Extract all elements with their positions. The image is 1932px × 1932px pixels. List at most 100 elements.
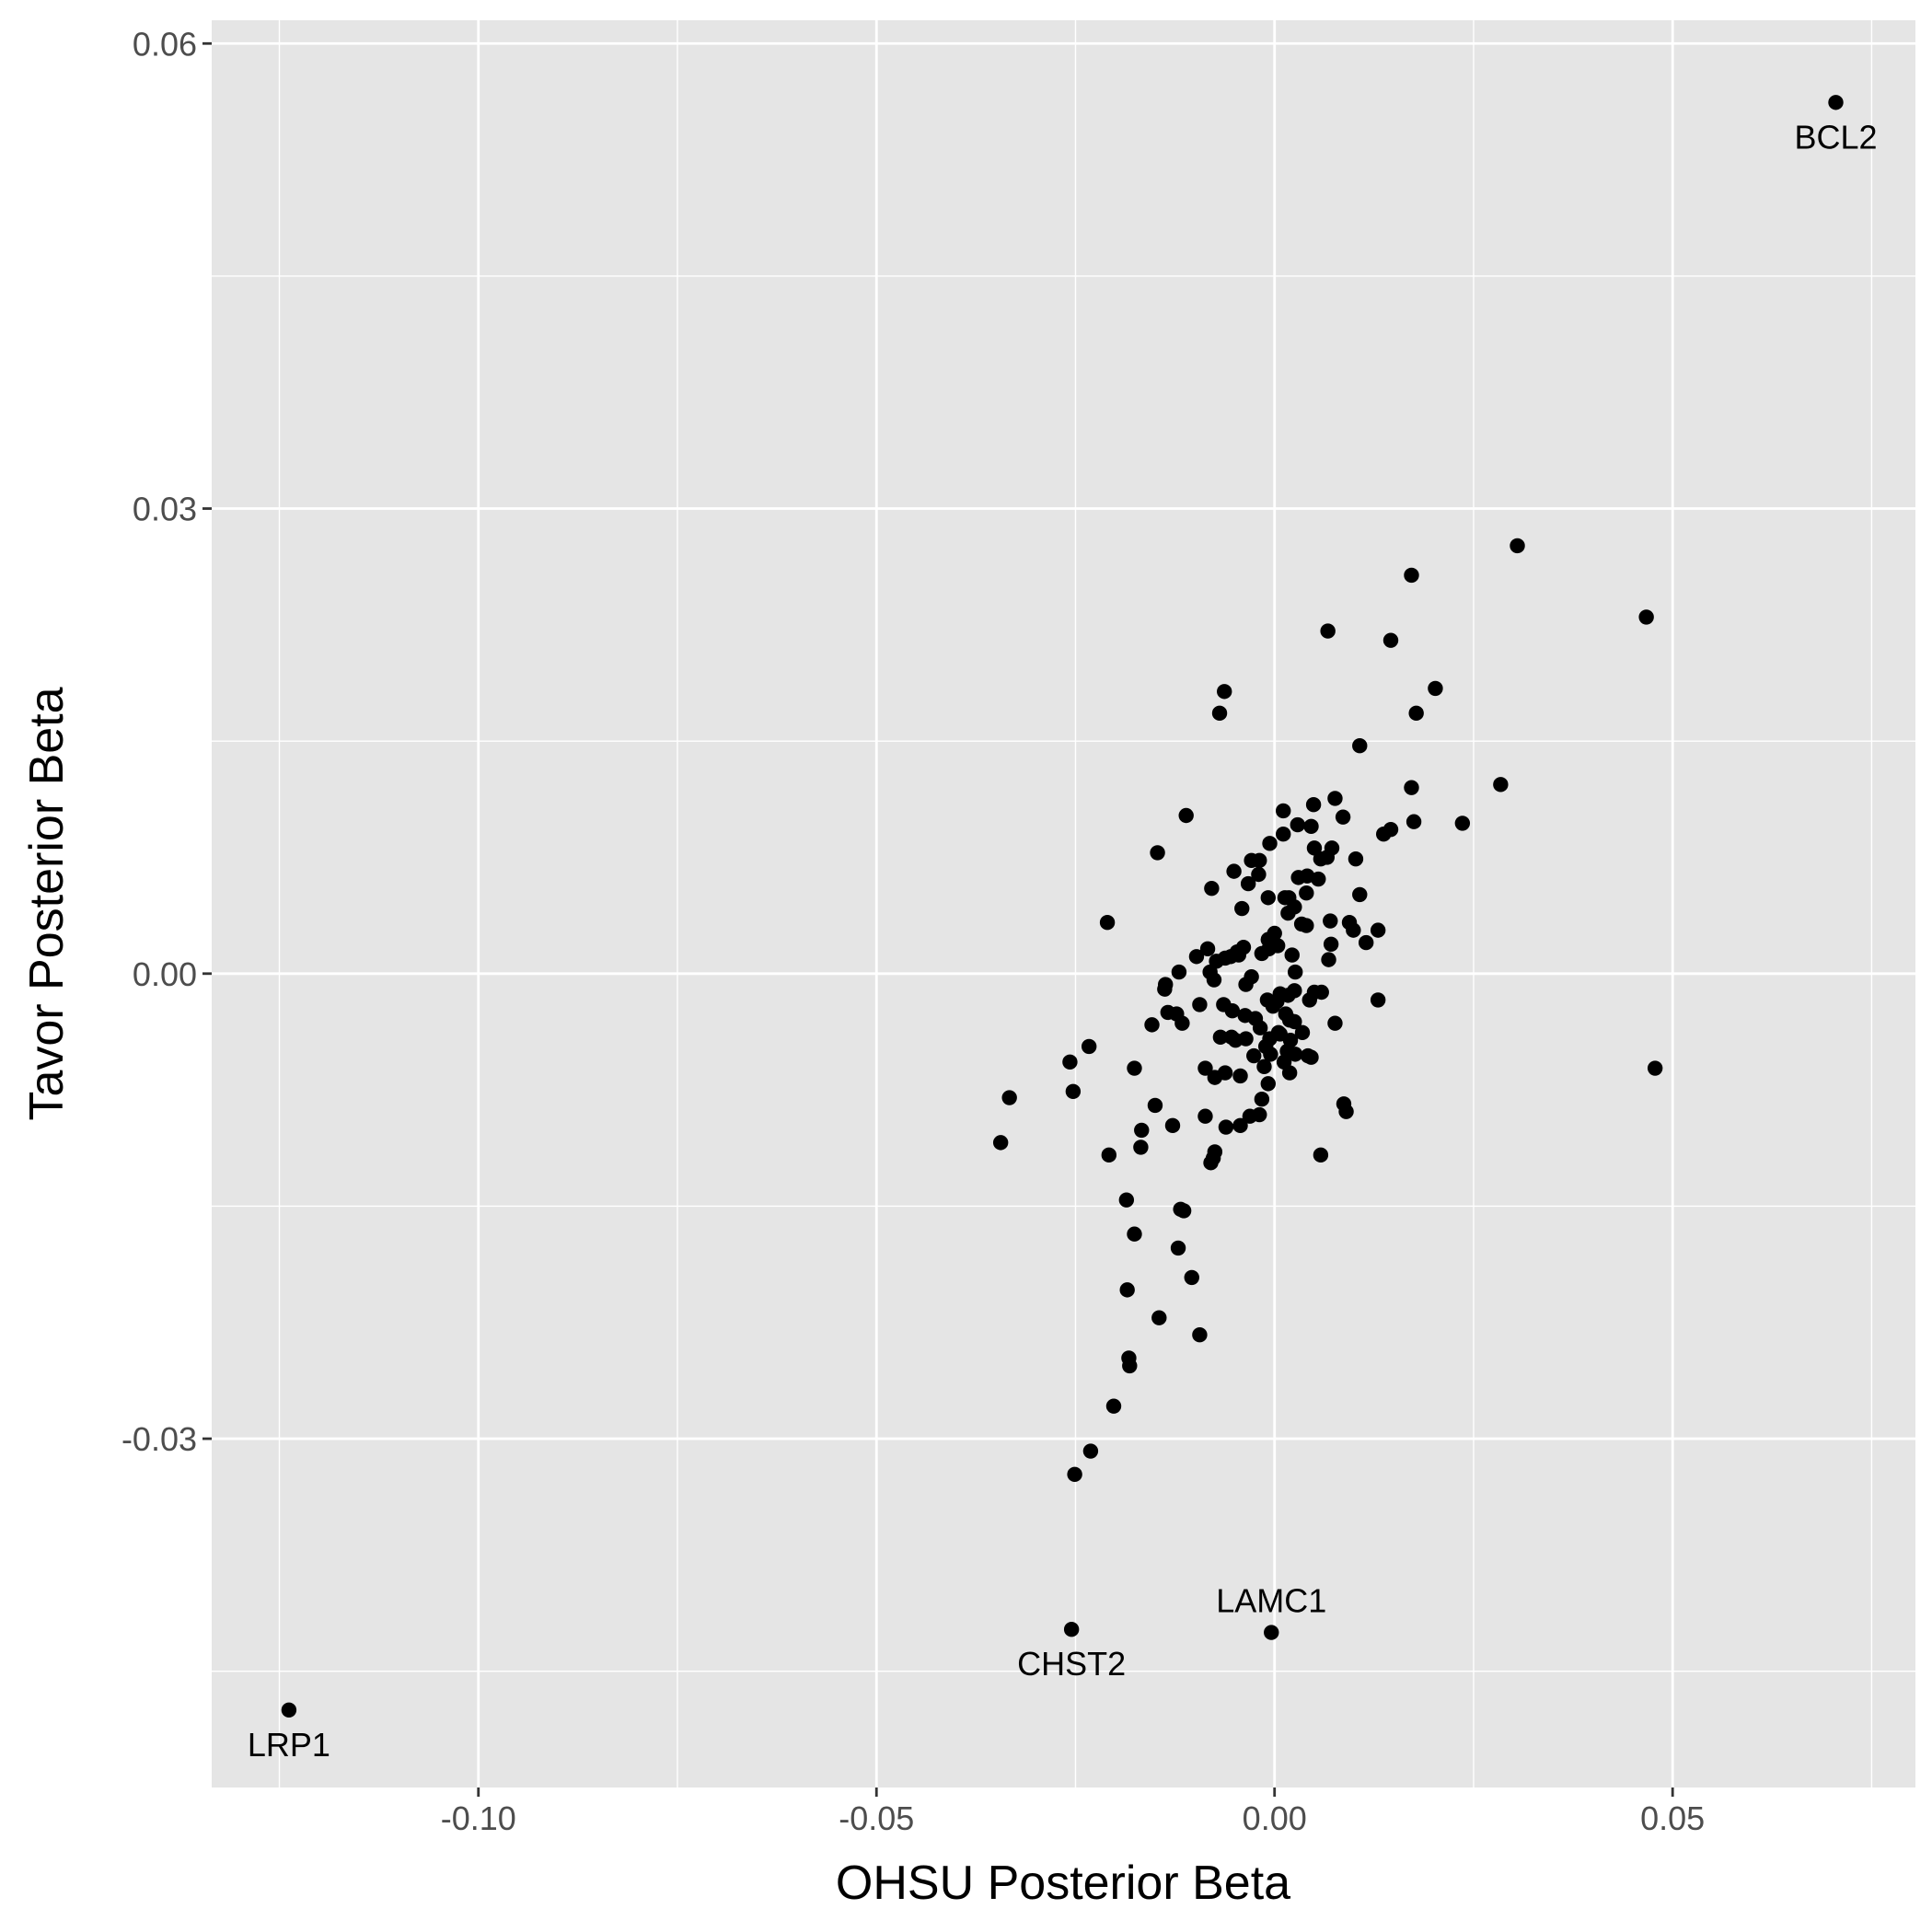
data-point-chst2: [1063, 1622, 1080, 1637]
data-point: [1320, 623, 1336, 639]
data-point: [1348, 850, 1364, 867]
data-point: [1211, 705, 1228, 722]
data-point: [1319, 850, 1335, 865]
data-point: [1352, 738, 1368, 754]
data-point: [1203, 1155, 1219, 1171]
data-point: [1406, 814, 1422, 829]
data-point: [992, 1135, 1009, 1151]
data-point: [1232, 1068, 1248, 1084]
data-point: [1133, 1140, 1149, 1155]
data-point: [1228, 1033, 1244, 1048]
data-point: [1280, 905, 1296, 921]
data-point: [1647, 1060, 1663, 1076]
data-point: [1170, 1240, 1186, 1256]
data-point: [1294, 1024, 1311, 1040]
data-point: [1197, 1060, 1213, 1076]
data-point: [1178, 807, 1194, 824]
x-tick-label: -0.05: [839, 1799, 914, 1837]
data-point: [1065, 1083, 1082, 1099]
data-point: [1276, 803, 1291, 819]
x-axis-title: OHSU Posterior Beta: [836, 1857, 1290, 1910]
data-point: [1280, 988, 1296, 1003]
y-axis-title: Tavor Posterior Beta: [20, 687, 74, 1120]
data-point: [1382, 632, 1399, 648]
data-point: [1323, 936, 1339, 952]
data-point: [1204, 880, 1220, 897]
point-label-lrp1: LRP1: [248, 1726, 330, 1764]
data-point: [1299, 885, 1314, 901]
data-point: [1404, 567, 1419, 584]
data-point: [1134, 1122, 1150, 1139]
data-point: [1212, 1029, 1229, 1046]
data-point: [1262, 836, 1278, 851]
data-point: [1252, 852, 1267, 869]
data-point: [1327, 1015, 1343, 1031]
data-point-lrp1: [281, 1702, 297, 1718]
data-point: [1428, 680, 1443, 697]
data-point: [1199, 941, 1216, 957]
data-point: [1252, 1020, 1268, 1035]
data-point: [1242, 1108, 1258, 1124]
data-point: [1192, 997, 1208, 1012]
data-point: [1265, 998, 1281, 1014]
data-point: [1338, 1104, 1354, 1119]
data-point: [1175, 1203, 1192, 1219]
data-point: [1240, 875, 1256, 892]
data-point: [1305, 797, 1322, 813]
data-point: [1122, 1358, 1138, 1374]
data-point: [1206, 972, 1222, 988]
data-point: [1267, 925, 1282, 942]
data-point: [1231, 947, 1246, 963]
y-tick-labels: -0.03 0.00 0.03 0.06: [121, 25, 197, 1458]
data-point: [1118, 1192, 1135, 1208]
data-point: [1150, 845, 1165, 861]
data-point: [1224, 1003, 1241, 1019]
data-point: [1376, 827, 1392, 842]
data-point: [1335, 809, 1351, 825]
data-point: [1184, 1269, 1199, 1286]
data-point: [1151, 1310, 1167, 1325]
data-point: [1352, 886, 1368, 903]
data-point: [1226, 863, 1242, 879]
data-point-bcl2: [1828, 95, 1844, 110]
x-tick-label: 0.05: [1640, 1799, 1705, 1837]
major-gridlines: [212, 20, 1915, 1787]
data-point: [1105, 1398, 1122, 1414]
data-point: [1144, 1017, 1160, 1033]
data-point: [1370, 992, 1386, 1008]
data-point: [1284, 947, 1300, 963]
data-point: [1232, 1117, 1248, 1134]
data-point: [1638, 609, 1654, 625]
data-point: [1119, 1282, 1135, 1298]
data-point: [1311, 871, 1326, 887]
point-labels: BCL2 LAMC1 CHST2 LRP1: [248, 118, 1878, 1764]
data-point: [1408, 705, 1424, 722]
data-point: [1171, 964, 1187, 980]
data-point: [1327, 791, 1343, 806]
data-point: [1301, 992, 1317, 1008]
data-point: [1493, 777, 1509, 792]
data-point: [1192, 1327, 1208, 1343]
point-label-bcl2: BCL2: [1794, 118, 1877, 156]
data-point: [1157, 981, 1173, 997]
data-point: [1370, 922, 1386, 938]
data-point: [1238, 977, 1254, 992]
data-point: [1174, 1015, 1190, 1031]
data-point: [1358, 934, 1374, 951]
data-point: [1404, 780, 1419, 795]
axis-ticks: [202, 41, 1674, 1797]
data-point: [1081, 1038, 1097, 1055]
data-point: [1321, 952, 1336, 967]
y-tick-label: 0.00: [133, 955, 197, 993]
data-point: [1263, 1047, 1278, 1062]
data-point: [1188, 949, 1205, 965]
data-point: [1127, 1226, 1142, 1242]
x-tick-labels: -0.10 -0.05 0.00 0.05: [441, 1799, 1706, 1837]
data-point: [1299, 918, 1314, 933]
data-point: [1288, 1047, 1303, 1062]
data-point: [1099, 915, 1116, 931]
data-point: [1197, 1108, 1213, 1124]
data-points: [281, 95, 1844, 1718]
data-point: [1313, 984, 1329, 1001]
data-point: [1256, 1059, 1272, 1075]
